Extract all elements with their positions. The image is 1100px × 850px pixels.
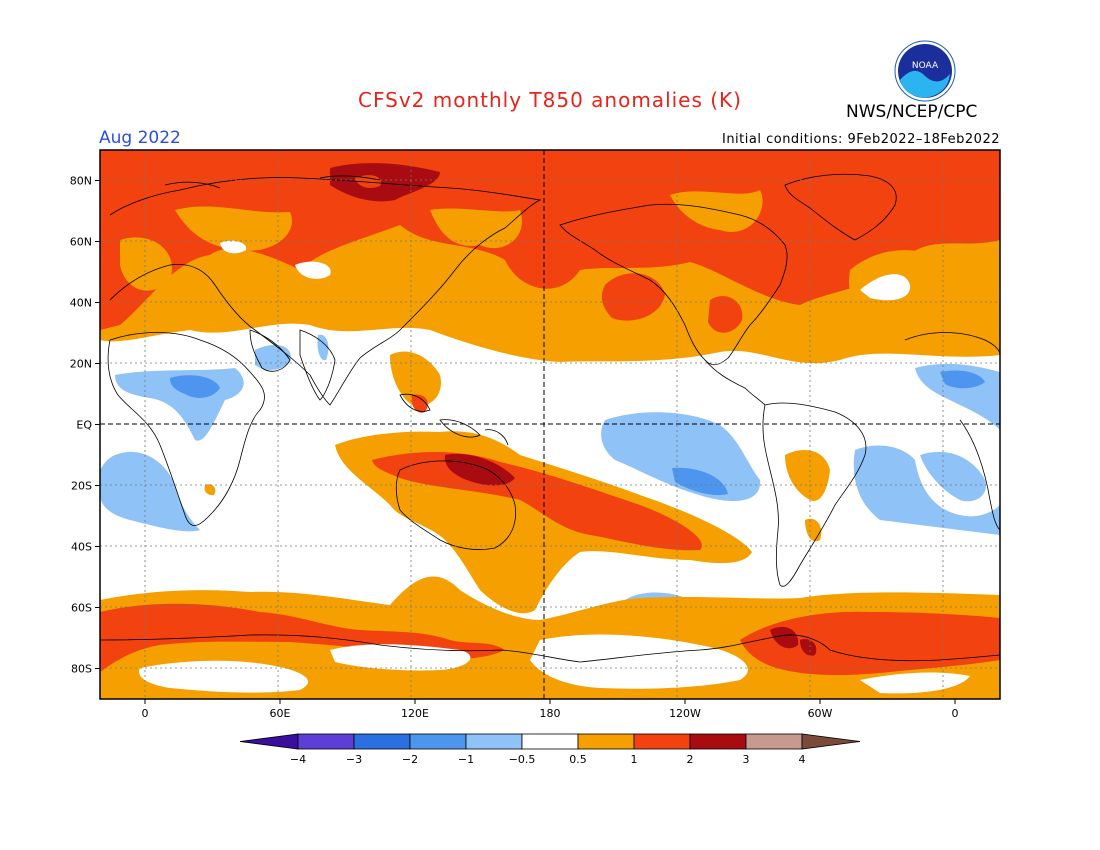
latitude-axis: 80N 60N 40N 20N EQ 20S 40S 60S 80S — [70, 175, 100, 676]
colorbar-label: −2 — [402, 753, 418, 766]
colorbar-label: 1 — [631, 753, 638, 766]
colorbar-segment — [521, 733, 579, 750]
lon-tick-label: 0 — [952, 707, 959, 720]
colorbar-max-arrow — [801, 733, 861, 750]
colorbar-segment — [409, 733, 467, 750]
lat-tick-label: 80S — [71, 663, 92, 676]
lat-tick-label: 20S — [71, 480, 92, 493]
colorbar-segment — [689, 733, 747, 750]
colorbar-label: −4 — [290, 753, 306, 766]
colorbar: −4 −3 −2 −1 −0.5 0.5 1 2 3 4 — [239, 733, 861, 766]
colorbar-label: −1 — [458, 753, 474, 766]
gridlines — [100, 150, 1000, 699]
colorbar-segment — [297, 733, 355, 750]
longitude-axis: 0 60E 120E 180 120W 60W 0 — [142, 699, 959, 720]
lat-tick-label: 40N — [70, 297, 92, 310]
colorbar-segment — [745, 733, 803, 750]
map-title: CFSv2 monthly T850 anomalies (K) — [358, 88, 742, 112]
lat-tick-label: 80N — [70, 175, 92, 188]
lon-tick-label: 0 — [142, 707, 149, 720]
noaa-logo-icon: NOAA — [894, 40, 956, 102]
lat-tick-label: 20N — [70, 358, 92, 371]
lat-tick-label: 40S — [71, 541, 92, 554]
colorbar-min-arrow — [239, 733, 299, 750]
lon-tick-label: 120W — [669, 707, 701, 720]
colorbar-label: −0.5 — [509, 753, 536, 766]
colorbar-segment — [577, 733, 635, 750]
colorbar-segment — [353, 733, 411, 750]
colorbar-label: −3 — [346, 753, 362, 766]
lat-tick-label: EQ — [76, 419, 92, 432]
colorbar-label: 4 — [799, 753, 806, 766]
forecast-period: Aug 2022 — [99, 128, 181, 148]
lon-tick-label: 60E — [270, 707, 291, 720]
colorbar-segment — [633, 733, 691, 750]
agency-label: NWS/NCEP/CPC — [846, 102, 978, 122]
coastlines — [100, 173, 1000, 663]
colorbar-label: 3 — [743, 753, 750, 766]
colorbar-label: 2 — [687, 753, 694, 766]
initial-conditions: Initial conditions: 9Feb2022–18Feb2022 — [721, 132, 1000, 147]
lon-tick-label: 120E — [401, 707, 429, 720]
lon-tick-label: 60W — [808, 707, 833, 720]
lat-tick-label: 60S — [71, 602, 92, 615]
lat-tick-label: 60N — [70, 236, 92, 249]
svg-text:NOAA: NOAA — [912, 61, 939, 71]
lon-tick-label: 180 — [540, 707, 561, 720]
colorbar-segment — [465, 733, 523, 750]
colorbar-label: 0.5 — [569, 753, 587, 766]
